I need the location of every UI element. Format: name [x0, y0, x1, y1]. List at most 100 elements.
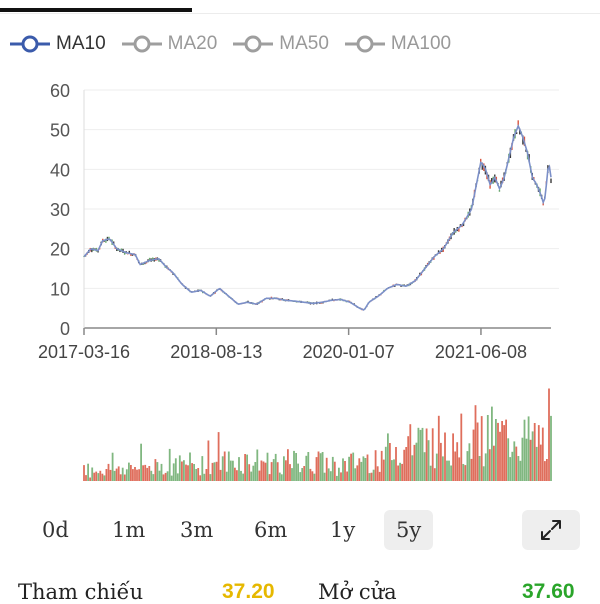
volume-bar — [495, 419, 497, 481]
volume-bar — [484, 453, 487, 481]
volume-bar — [246, 454, 248, 481]
volume-bar — [160, 463, 163, 481]
legend-item-ma10[interactable]: MA10 — [10, 33, 106, 55]
volume-bar — [478, 456, 481, 481]
volume-bar — [101, 473, 104, 481]
legend-marker-icon — [344, 35, 385, 53]
volume-bar — [429, 465, 432, 481]
tab-5y[interactable]: 5y — [384, 510, 434, 550]
volume-bar — [539, 444, 542, 481]
legend-marker-icon — [10, 35, 50, 53]
volume-bar — [527, 416, 530, 481]
volume-bar — [225, 471, 228, 481]
volume-bar — [254, 462, 257, 481]
volume-bar — [197, 468, 200, 481]
volume-bar — [366, 454, 369, 481]
volume-bar — [236, 470, 238, 481]
volume-bar — [207, 440, 210, 481]
volume-bar — [168, 448, 171, 481]
tab-1m[interactable]: 1m — [112, 518, 146, 542]
volume-bar — [205, 469, 208, 481]
volume-bar — [486, 415, 489, 481]
volume-bar — [142, 465, 144, 481]
volume-bar — [121, 467, 124, 481]
volume-bar — [393, 459, 395, 481]
volume-bar — [399, 462, 401, 481]
volume-bar — [511, 451, 514, 481]
volume-bar — [140, 443, 142, 481]
volume-bar — [437, 415, 440, 481]
volume-bar — [537, 425, 540, 481]
volume-bar — [150, 470, 153, 481]
volume-bar — [472, 429, 475, 481]
volume-bar — [305, 455, 308, 481]
tab-3m[interactable]: 3m — [180, 518, 214, 542]
volume-bar — [203, 473, 206, 481]
volume-bar — [374, 450, 377, 481]
volume-bar — [344, 461, 346, 481]
volume-bar — [433, 468, 436, 481]
volume-bar — [97, 473, 100, 481]
legend-label: MA50 — [279, 33, 329, 54]
expand-button[interactable] — [522, 510, 580, 550]
volume-bar — [470, 458, 473, 481]
volume-bar — [464, 465, 467, 481]
volume-bar — [229, 460, 232, 481]
volume-bar — [238, 457, 240, 481]
y-tick-label: 10 — [50, 279, 70, 299]
volume-bar — [505, 419, 507, 481]
volume-bar — [544, 461, 546, 481]
volume-bar — [93, 472, 96, 481]
volume-bar — [107, 463, 110, 481]
volume-bar — [440, 442, 442, 481]
volume-bar — [193, 464, 195, 481]
volume-bar — [148, 466, 151, 481]
volume-bar — [313, 473, 316, 481]
volume-bar — [248, 464, 251, 481]
volume-bar — [462, 464, 465, 481]
volume-bar — [423, 452, 426, 481]
volume-bar — [417, 427, 420, 481]
volume-bar — [311, 471, 314, 481]
volume-bar — [435, 453, 438, 481]
legend-item-ma100[interactable]: MA100 — [344, 33, 451, 55]
volume-bar — [331, 456, 334, 481]
volume-bar — [491, 406, 493, 481]
volume-bar — [319, 453, 322, 481]
volume-bar — [395, 447, 397, 481]
volume-bar — [111, 452, 114, 481]
volume-bar — [256, 449, 259, 481]
legend-item-ma20[interactable]: MA20 — [121, 33, 217, 55]
tab-0d[interactable]: 0d — [42, 518, 69, 542]
volume-bar — [415, 442, 418, 481]
volume-bar — [546, 459, 548, 481]
volume-bar — [89, 477, 91, 481]
volume-bar — [499, 431, 501, 481]
volume-bar — [317, 451, 320, 481]
volume-bar — [431, 428, 434, 481]
volume-bar — [291, 468, 293, 481]
volume-bar — [446, 460, 448, 481]
x-tick-label: 2021-06-08 — [435, 342, 527, 362]
volume-bar — [289, 464, 291, 481]
volume-bar — [195, 469, 198, 481]
volume-bar — [232, 460, 234, 481]
legend-marker-icon — [121, 35, 162, 53]
volume-bar — [170, 475, 173, 481]
tab-1y[interactable]: 1y — [330, 518, 356, 542]
volume-bar — [189, 452, 191, 481]
volume-bar — [117, 466, 120, 481]
legend-item-ma50[interactable]: MA50 — [233, 33, 329, 55]
volume-bar — [468, 443, 471, 481]
x-tick-label: 2020-01-07 — [303, 342, 395, 362]
volume-bar — [501, 421, 503, 481]
volume-bar — [509, 457, 512, 481]
volume-bar — [352, 452, 355, 481]
volume-bar — [262, 461, 265, 481]
volume-bar — [105, 469, 108, 481]
tab-6m[interactable]: 6m — [254, 518, 288, 542]
volume-bar — [285, 460, 287, 481]
header-divider — [0, 13, 600, 14]
volume-bar — [356, 465, 359, 481]
volume-bar — [293, 450, 295, 481]
